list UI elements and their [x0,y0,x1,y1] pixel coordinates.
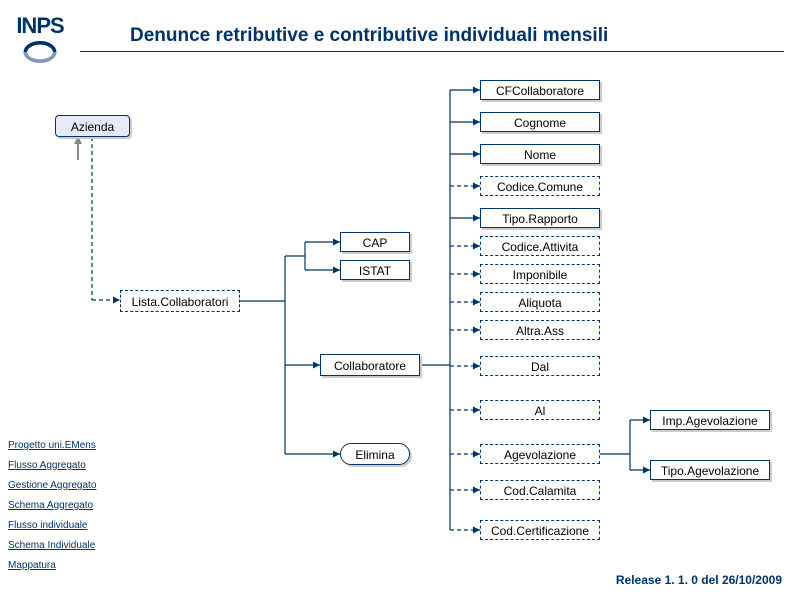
node-nome: Nome [480,144,600,164]
sidelink-2[interactable]: Gestione Aggregato [8,480,96,492]
node-lista: Lista.Collaboratori [120,290,240,312]
sidelink-4[interactable]: Flusso individuale [8,520,88,532]
node-cert: Cod.Certificazione [480,520,600,540]
node-azienda: Azienda [55,115,130,137]
release-text: Release 1. 1. 0 del 26/10/2009 [616,573,782,587]
sidelink-6[interactable]: Mappatura [8,560,56,572]
node-rapporto: Tipo.Rapporto [480,208,600,228]
node-dal: Dal [480,356,600,376]
node-aliquota: Aliquota [480,292,600,312]
node-comune: Codice.Comune [480,176,600,196]
node-attivita: Codice.Attivita [480,236,600,256]
node-collab: Collaboratore [320,354,420,376]
sidelink-1[interactable]: Flusso Aggregato [8,460,86,472]
sidelink-3[interactable]: Schema Aggregato [8,500,93,512]
node-elimina: Elimina [340,443,410,465]
node-agevol: Agevolazione [480,444,600,464]
sidelink-5[interactable]: Schema Individuale [8,540,95,552]
node-altra: Altra.Ass [480,320,600,340]
node-cf: CFCollaboratore [480,80,600,100]
node-al: Al [480,400,600,420]
node-calamita: Cod.Calamita [480,480,600,500]
node-istat: ISTAT [340,260,410,280]
node-cognome: Cognome [480,112,600,132]
node-impagev: Imp.Agevolazione [650,410,770,430]
node-cap: CAP [340,232,410,252]
node-tipoagev: Tipo.Agevolazione [650,460,770,480]
sidelink-0[interactable]: Progetto uni.EMens [8,440,96,452]
node-imponibile: Imponibile [480,264,600,284]
